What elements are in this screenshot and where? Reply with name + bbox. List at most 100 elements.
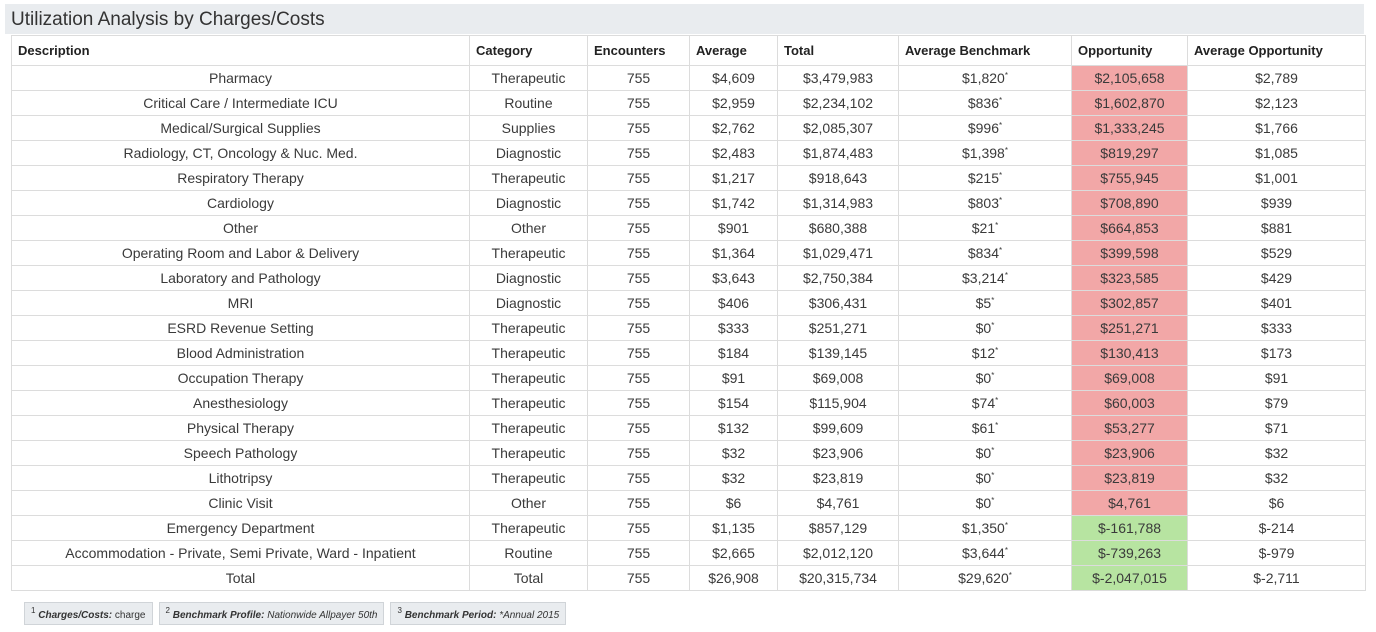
cell-average-opportunity: $-214 xyxy=(1187,515,1366,541)
cell-opportunity-value: $708,890 xyxy=(1100,195,1159,211)
column-header-encounters[interactable]: Encounters xyxy=(587,35,690,66)
cell-average-opportunity-value: $-2,711 xyxy=(1253,570,1300,586)
cell-opportunity: $53,277 xyxy=(1071,415,1188,441)
cell-total: $23,906 xyxy=(777,440,899,466)
benchmark-marker: * xyxy=(991,446,995,455)
cell-average-value: $26,908 xyxy=(708,570,759,586)
column-header-category[interactable]: Category xyxy=(469,35,588,66)
cell-average: $132 xyxy=(689,415,778,441)
cell-encounters-value: 755 xyxy=(626,320,651,336)
cell-average-value: $32 xyxy=(721,445,746,461)
cell-opportunity: $-739,263 xyxy=(1071,540,1188,566)
cell-opportunity-value: $399,598 xyxy=(1100,245,1159,261)
cell-opportunity: $4,761 xyxy=(1071,490,1188,516)
cell-average-benchmark: $803* xyxy=(898,190,1072,216)
cell-total: $306,431 xyxy=(777,290,899,316)
benchmark-marker: * xyxy=(1004,546,1008,555)
column-header-average-opportunity[interactable]: Average Opportunity xyxy=(1187,35,1366,66)
cell-average-value: $3,643 xyxy=(712,270,755,286)
cell-description-value: Medical/Surgical Supplies xyxy=(160,120,321,136)
cell-average: $154 xyxy=(689,390,778,416)
cell-average-opportunity-value: $1,001 xyxy=(1255,170,1298,186)
cell-description: Medical/Surgical Supplies xyxy=(11,115,470,141)
cell-opportunity-value: $23,906 xyxy=(1104,445,1155,461)
cell-average-benchmark: $12* xyxy=(898,340,1072,366)
cell-opportunity: $302,857 xyxy=(1071,290,1188,316)
cell-encounters: 755 xyxy=(587,515,690,541)
cell-average-benchmark: $3,214* xyxy=(898,265,1072,291)
cell-opportunity-value: $2,105,658 xyxy=(1094,70,1165,86)
cell-encounters: 755 xyxy=(587,565,690,591)
cell-total-value: $115,904 xyxy=(809,395,867,411)
cell-total: $857,129 xyxy=(777,515,899,541)
cell-opportunity: $819,297 xyxy=(1071,140,1188,166)
cell-category: Therapeutic xyxy=(469,390,588,416)
cell-category-value: Diagnostic xyxy=(495,195,562,211)
cell-description-value: Occupation Therapy xyxy=(177,370,304,386)
cell-opportunity-value: $-2,047,015 xyxy=(1092,570,1167,586)
cell-average-value: $32 xyxy=(721,470,746,486)
benchmark-marker: * xyxy=(991,496,995,505)
footnote-label: Benchmark Profile: xyxy=(172,610,265,621)
cell-average-opportunity-value: $1,766 xyxy=(1255,120,1298,136)
footnote-sup: 1 xyxy=(31,606,36,615)
cell-average-benchmark-value: $12 xyxy=(971,345,996,361)
cell-description: ESRD Revenue Setting xyxy=(11,315,470,341)
column-header-opportunity[interactable]: Opportunity xyxy=(1071,35,1188,66)
benchmark-marker: * xyxy=(991,371,995,380)
cell-average-opportunity: $32 xyxy=(1187,440,1366,466)
cell-encounters-value: 755 xyxy=(626,270,651,286)
cell-opportunity: $1,333,245 xyxy=(1071,115,1188,141)
table-row: Total Total 755 $26,908 $20,315,734 $29,620* $… xyxy=(11,565,1366,591)
table-row: Physical Therapy Therapeutic 755 $132 $99,60… xyxy=(11,415,1366,441)
cell-average-benchmark-value: $834 xyxy=(967,245,1000,261)
cell-opportunity-value: $302,857 xyxy=(1100,295,1159,311)
cell-opportunity-value: $53,277 xyxy=(1104,420,1155,436)
cell-total-value: $251,271 xyxy=(808,320,868,336)
cell-average-value: $184 xyxy=(717,345,750,361)
cell-description-value: Physical Therapy xyxy=(186,420,295,436)
footnote-label: Charges/Costs: xyxy=(38,610,113,621)
cell-category-value: Total xyxy=(513,570,544,586)
cell-average-opportunity: $79 xyxy=(1187,390,1366,416)
cell-average-value: $406 xyxy=(717,295,750,311)
cell-average-value: $6 xyxy=(725,495,742,511)
table-row: Anesthesiology Therapeutic 755 $154 $115,904… xyxy=(11,390,1366,416)
cell-description: Anesthesiology xyxy=(11,390,470,416)
cell-average-opportunity: $1,085 xyxy=(1187,140,1366,166)
cell-average-benchmark: $0* xyxy=(898,440,1072,466)
column-header-average-benchmark[interactable]: Average Benchmark xyxy=(898,35,1072,66)
cell-category-value: Therapeutic xyxy=(491,445,566,461)
cell-encounters: 755 xyxy=(587,65,690,91)
cell-encounters-value: 755 xyxy=(626,245,651,261)
cell-description: Laboratory and Pathology xyxy=(11,265,470,291)
cell-average-opportunity: $333 xyxy=(1187,315,1366,341)
cell-description-value: Cardiology xyxy=(207,195,274,211)
cell-average: $333 xyxy=(689,315,778,341)
cell-average-opportunity: $1,001 xyxy=(1187,165,1366,191)
cell-description-value: Speech Pathology xyxy=(183,445,298,461)
cell-description-value: Laboratory and Pathology xyxy=(160,270,321,286)
cell-total: $4,761 xyxy=(777,490,899,516)
cell-average-benchmark: $996* xyxy=(898,115,1072,141)
cell-average-benchmark: $1,350* xyxy=(898,515,1072,541)
cell-total-value: $1,314,983 xyxy=(802,195,874,211)
cell-opportunity-value: $1,602,870 xyxy=(1094,95,1165,111)
cell-encounters-value: 755 xyxy=(626,395,651,411)
cell-opportunity-value: $1,333,245 xyxy=(1094,120,1165,136)
cell-description-value: Anesthesiology xyxy=(193,395,288,411)
column-header-description[interactable]: Description xyxy=(11,35,470,66)
cell-opportunity-value: $323,585 xyxy=(1100,270,1159,286)
cell-description: Emergency Department xyxy=(11,515,470,541)
cell-average-benchmark: $5* xyxy=(898,290,1072,316)
cell-opportunity-value: $664,853 xyxy=(1100,220,1159,236)
cell-category: Diagnostic xyxy=(469,290,588,316)
column-header-total[interactable]: Total xyxy=(777,35,899,66)
column-header-average[interactable]: Average xyxy=(689,35,778,66)
cell-total: $1,029,471 xyxy=(777,240,899,266)
cell-average-benchmark: $0* xyxy=(898,465,1072,491)
cell-description: Clinic Visit xyxy=(11,490,470,516)
cell-average-opportunity-value: $881 xyxy=(1260,220,1293,236)
footnote-benchmark-period: 3 Benchmark Period: *Annual 2015 xyxy=(390,602,567,625)
cell-encounters: 755 xyxy=(587,390,690,416)
